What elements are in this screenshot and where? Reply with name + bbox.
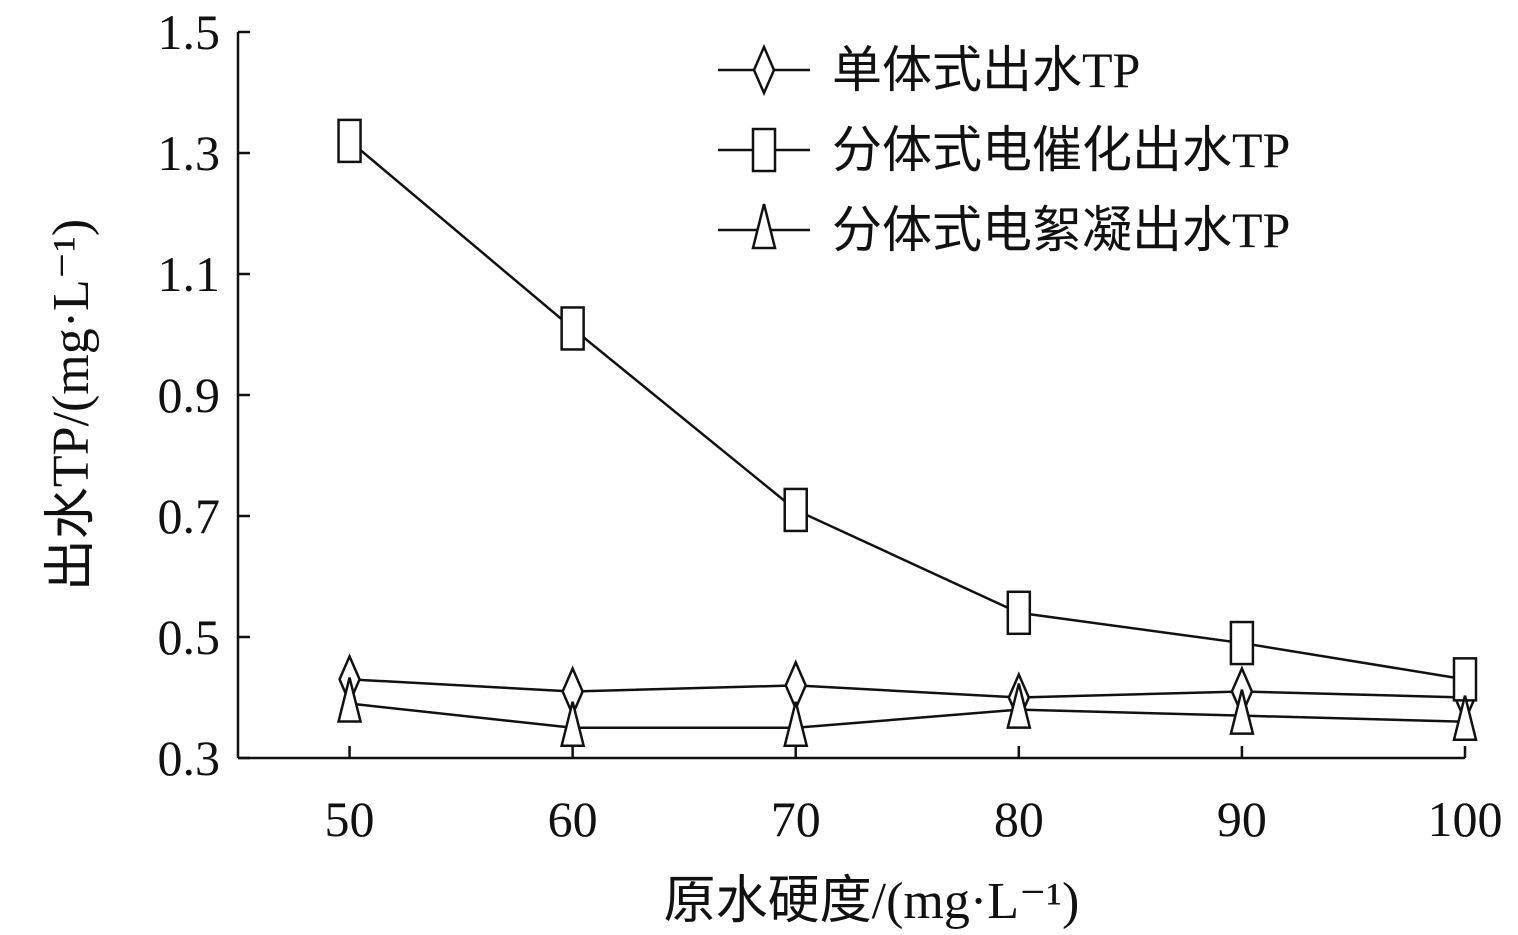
x-tick-label: 90	[1217, 791, 1267, 847]
x-tick-label: 80	[994, 791, 1044, 847]
y-tick-label: 0.3	[158, 730, 221, 786]
series-group	[336, 118, 1478, 747]
data-point-split-electrocoagulation	[1229, 689, 1255, 735]
legend-label: 单体式出水TP	[832, 42, 1140, 98]
data-point-split-electrocatalysis	[1006, 590, 1032, 636]
data-point-split-electrocoagulation	[783, 701, 809, 747]
series-line-single-unit	[349, 678, 1466, 699]
x-tick-label: 50	[325, 791, 375, 847]
data-point-split-electrocoagulation	[336, 677, 363, 723]
legend-item-split-electrocoagulation: 分体式电絮凝出水TP	[718, 202, 1290, 258]
x-tick-label: 60	[548, 791, 598, 847]
y-ticks: 0.3 0.5 0.7 0.9 1.1 1.3 1.5	[158, 4, 250, 786]
data-point-split-electrocatalysis	[1229, 620, 1255, 666]
data-point-split-electrocatalysis	[337, 118, 362, 164]
series-single-unit	[338, 653, 1477, 724]
series-split-electrocoagulation	[336, 677, 1478, 747]
legend-label: 分体式电絮凝出水TP	[832, 202, 1290, 258]
legend-item-split-electrocatalysis: 分体式电催化出水TP	[718, 122, 1290, 178]
legend-label: 分体式电催化出水TP	[832, 122, 1290, 178]
series-line-split-electrocoagulation	[349, 702, 1466, 729]
y-tick-label: 0.5	[158, 609, 221, 665]
y-tick-label: 0.9	[158, 367, 221, 423]
y-tick-label: 1.5	[158, 4, 221, 60]
data-point-split-electrocoagulation	[560, 701, 586, 747]
legend-item-single-unit: 单体式出水TP	[718, 42, 1140, 98]
y-axis-title: 出水TP/(mg·L⁻¹)	[43, 219, 100, 591]
data-point-split-electrocoagulation	[1006, 683, 1032, 729]
x-axis-title: 原水硬度/(mg·L⁻¹)	[664, 873, 1080, 930]
legend-marker	[752, 43, 776, 97]
data-point-split-electrocatalysis	[1452, 657, 1478, 702]
data-point-split-electrocoagulation	[1452, 695, 1478, 741]
legend-marker	[751, 127, 777, 173]
series-split-electrocatalysis	[337, 118, 1478, 702]
y-tick-label: 1.1	[158, 246, 221, 302]
x-tick-label: 100	[1428, 791, 1503, 847]
legend-marker	[751, 203, 777, 250]
data-point-split-electrocatalysis	[783, 487, 808, 533]
x-ticks: 50 60 70 80 90 100	[325, 746, 1503, 847]
legend: 单体式出水TP 分体式电催化出水TP 分体式电絮凝出水TP	[718, 42, 1290, 258]
series-line-split-electrocatalysis	[348, 139, 1466, 681]
x-tick-label: 70	[771, 791, 821, 847]
y-tick-label: 0.7	[158, 488, 221, 544]
data-point-split-electrocatalysis	[560, 306, 585, 351]
y-tick-label: 1.3	[158, 125, 221, 181]
